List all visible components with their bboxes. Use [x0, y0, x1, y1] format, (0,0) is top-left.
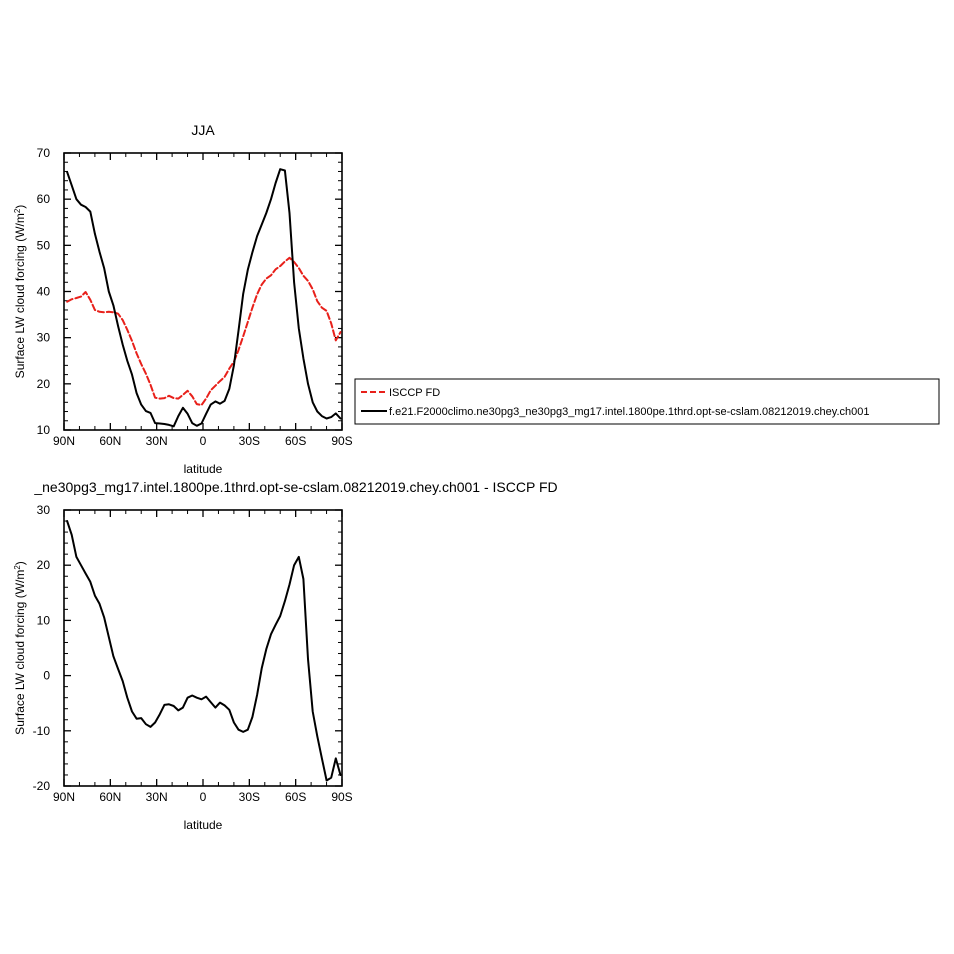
top-panel-y-axis-label-close: ) — [13, 205, 27, 209]
bottom-panel-y-axis-label-superscript: 2 — [13, 565, 22, 570]
top-panel-y-axis-label: Surface LW cloud forcing (W/m2) — [13, 205, 27, 379]
x-tick-label-90n: 90N — [53, 434, 75, 448]
y-tick-label-10: 10 — [37, 423, 51, 437]
y-tick-label-20: -20 — [33, 779, 51, 793]
y-tick-label-10: -10 — [33, 724, 51, 738]
x-tick-label-0: 0 — [200, 790, 207, 804]
y-tick-label-30: 30 — [37, 503, 51, 517]
top-panel-y-axis-label-superscript: 2 — [13, 208, 22, 213]
y-tick-label-20: 20 — [37, 377, 51, 391]
bottom-panel-plot-frame — [63, 509, 343, 787]
bottom-panel-y-axis-label: Surface LW cloud forcing (W/m2) — [13, 561, 27, 735]
x-tick-label-30s: 30S — [239, 790, 260, 804]
x-tick-label-30n: 30N — [146, 790, 168, 804]
x-tick-label-90s: 90S — [331, 790, 352, 804]
y-tick-label-10: 10 — [37, 613, 51, 627]
y-tick-label-30: 30 — [37, 331, 51, 345]
top-panel-title: JJA — [191, 122, 215, 138]
x-tick-label-90s: 90S — [331, 434, 352, 448]
bottom-panel-y-axis-label-main: Surface LW cloud forcing (W/m — [13, 570, 27, 735]
legend-entry-isccp-fd: ISCCP FD — [389, 387, 440, 399]
legend-box — [354, 378, 940, 425]
y-tick-label-20: 20 — [37, 558, 51, 572]
top-panel-series — [66, 168, 342, 428]
top-panel-x-axis-label: latitude — [184, 462, 223, 476]
bottom-panel-y-axis-label-close: ) — [13, 561, 27, 565]
bottom-panel: _ne30pg3_mg17.intel.1800pe.1thrd.opt-se-… — [13, 479, 558, 832]
x-tick-label-60n: 60N — [99, 790, 121, 804]
bottom-panel-series — [66, 520, 342, 782]
x-tick-label-60s: 60S — [285, 434, 306, 448]
series-line-f-e21-f2000climo-ne30pg3-ne30p — [66, 168, 342, 428]
y-tick-label-70: 70 — [37, 146, 51, 160]
bottom-panel-ticks: 90N 60N 30N 0 30S 60S 90S -20 -10 0 10 20 30 — [33, 503, 353, 804]
top-panel-ticks: 90N 60N 30N 0 30S 60S 90S 10 20 30 40 50 60 70 — [37, 146, 353, 448]
y-tick-label-60: 60 — [37, 192, 51, 206]
x-tick-label-60s: 60S — [285, 790, 306, 804]
x-tick-label-90n: 90N — [53, 790, 75, 804]
top-panel: JJA 90N 60N 30N 0 30S 60S 90S 10 20 30 40 50 60 70 la… — [13, 122, 940, 476]
legend: ISCCP FD f.e21.F2000climo.ne30pg3_ne30pg… — [354, 378, 940, 425]
bottom-panel-x-axis-label: latitude — [184, 818, 223, 832]
bottom-panel-title: _ne30pg3_mg17.intel.1800pe.1thrd.opt-se-… — [33, 479, 557, 495]
y-tick-label-0: 0 — [43, 669, 50, 683]
series-line-isccp-fd — [66, 256, 342, 407]
x-tick-label-60n: 60N — [99, 434, 121, 448]
x-tick-label-0: 0 — [200, 434, 207, 448]
x-tick-label-30n: 30N — [146, 434, 168, 448]
x-tick-label-30s: 30S — [239, 434, 260, 448]
y-tick-label-50: 50 — [37, 238, 51, 252]
top-panel-y-axis-label-main: Surface LW cloud forcing (W/m — [13, 213, 27, 378]
y-tick-label-40: 40 — [37, 285, 51, 299]
top-panel-plot-frame — [63, 152, 343, 431]
series-line-difference — [66, 520, 342, 782]
legend-entry-model-run: f.e21.F2000climo.ne30pg3_ne30pg3_mg17.in… — [389, 406, 869, 418]
